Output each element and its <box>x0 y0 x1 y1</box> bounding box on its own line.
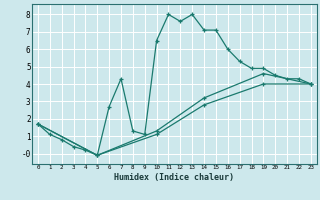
X-axis label: Humidex (Indice chaleur): Humidex (Indice chaleur) <box>115 173 234 182</box>
